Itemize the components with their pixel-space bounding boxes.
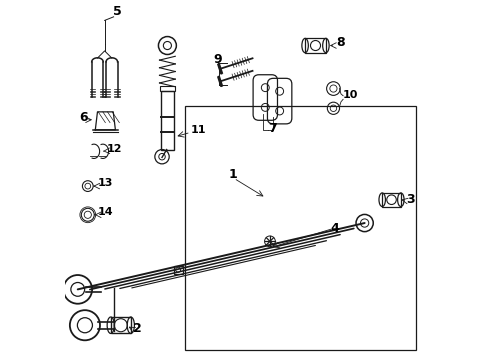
Bar [110, 317, 131, 333]
Text: 14: 14 [97, 207, 113, 217]
Text: 4: 4 [330, 222, 339, 235]
Text: 2: 2 [133, 323, 142, 336]
Bar [159, 86, 175, 91]
Text: 6: 6 [80, 111, 88, 124]
Bar [160, 91, 174, 149]
Bar [305, 39, 325, 53]
Text: 10: 10 [343, 90, 358, 99]
Text: 5: 5 [113, 5, 122, 18]
Text: 7: 7 [267, 122, 276, 135]
Text: 11: 11 [190, 125, 206, 135]
Text: 8: 8 [335, 36, 344, 49]
Text: 12: 12 [106, 144, 122, 154]
Text: 13: 13 [97, 178, 113, 188]
Text: 3: 3 [405, 193, 414, 206]
Text: 1: 1 [228, 168, 237, 181]
Text: 9: 9 [213, 53, 222, 67]
Bar [173, 266, 182, 274]
Bar [382, 193, 400, 207]
Bar [185, 107, 415, 350]
